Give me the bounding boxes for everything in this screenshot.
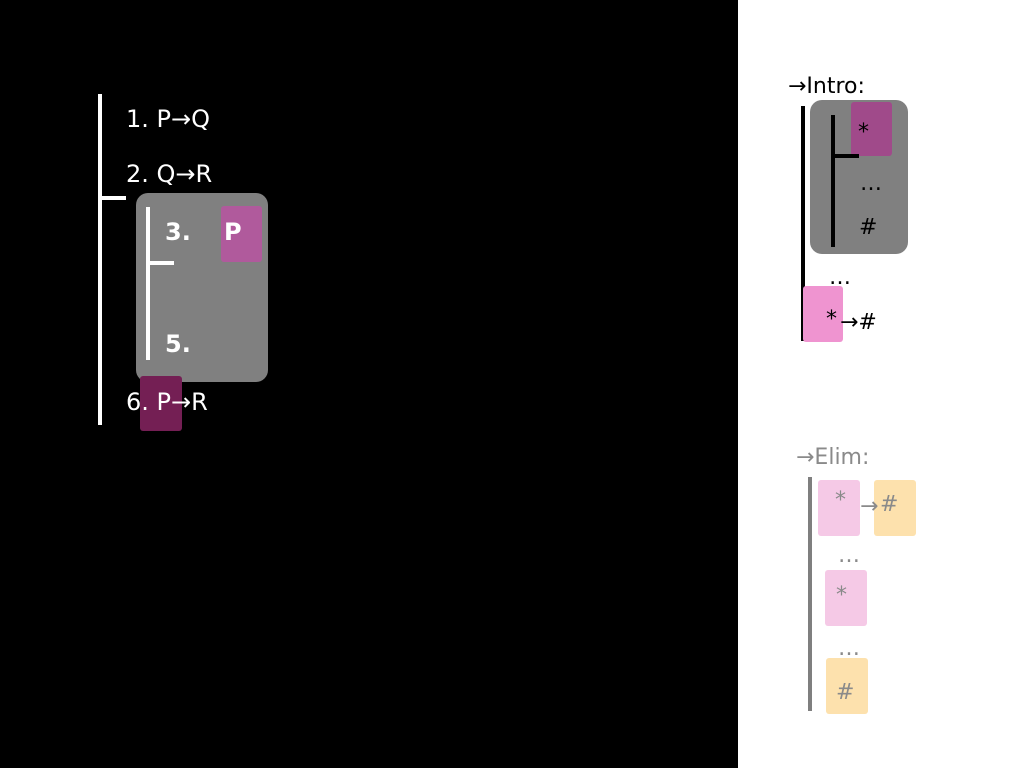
- subproof-assumption-bar: [146, 261, 174, 265]
- elim-hash-highlight-2: [826, 658, 868, 714]
- intro-result-star: *: [826, 307, 837, 332]
- intro-inner-assumption-bar: [831, 154, 859, 158]
- intro-inner-bar: [831, 115, 835, 247]
- main-premise-bar: [98, 196, 126, 200]
- elim-ellipsis-1: …: [838, 543, 860, 568]
- proof-line-3-formula: P: [224, 218, 242, 246]
- elim-bar: [808, 477, 812, 711]
- assumption-highlight: [221, 206, 262, 262]
- proof-line-5-number: 5.: [165, 330, 191, 358]
- intro-inner-ellipsis: …: [860, 171, 882, 196]
- elim-line1-hash: #: [880, 492, 899, 517]
- proof-line-3-number: 3.: [165, 218, 191, 246]
- intro-rule-title: →Intro:: [788, 74, 865, 99]
- elim-hash: #: [836, 680, 855, 705]
- intro-outer-ellipsis: …: [829, 265, 851, 290]
- intro-assumption-highlight: [851, 102, 892, 156]
- elim-hash-highlight-1: [874, 480, 916, 536]
- proof-line-6: 6. P→R: [126, 388, 208, 416]
- elim-rule-title: →Elim:: [796, 445, 870, 470]
- intro-outer-bar: [801, 106, 805, 341]
- elim-star-highlight-1: [818, 480, 860, 536]
- proof-line-1: 1. P→Q: [126, 105, 210, 133]
- elim-line1-arrow: →: [860, 494, 879, 519]
- intro-inner-hash: #: [859, 215, 878, 240]
- elim-ellipsis-2: …: [838, 636, 860, 661]
- intro-result-highlight: [803, 286, 843, 342]
- elim-star: *: [836, 583, 847, 608]
- elim-line1-star: *: [835, 488, 846, 513]
- conclusion-highlight: [140, 376, 182, 431]
- main-proof-bar: [98, 94, 102, 425]
- proof-line-2: 2. Q→R: [126, 160, 213, 188]
- left-panel: [0, 0, 738, 768]
- subproof-bar: [146, 207, 150, 360]
- intro-result-rest: →#: [840, 310, 877, 335]
- elim-star-highlight-2: [825, 570, 867, 626]
- intro-assumption-star: *: [858, 120, 869, 145]
